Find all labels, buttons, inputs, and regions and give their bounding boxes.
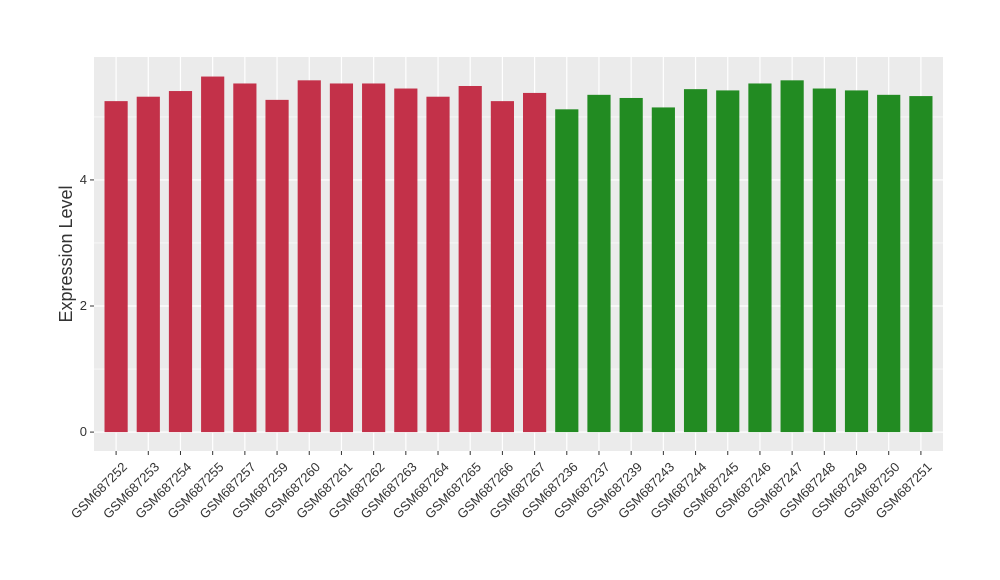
bar-GSM687254 <box>168 91 193 433</box>
bar-GSM687257 <box>233 83 257 433</box>
bar-GSM687236 <box>555 109 579 433</box>
y-axis-label: Expression Level <box>56 185 76 322</box>
bar-GSM687243 <box>651 107 675 433</box>
bar-GSM687255 <box>201 76 225 433</box>
bar-GSM687244 <box>683 89 708 433</box>
y-tick-label: 0 <box>80 424 87 439</box>
bar-GSM687262 <box>362 83 386 433</box>
bar-GSM687263 <box>394 88 418 433</box>
bars <box>104 76 933 433</box>
bar-GSM687260 <box>297 80 321 433</box>
bar-GSM687246 <box>748 83 772 433</box>
bar-GSM687250 <box>877 94 901 433</box>
bar-GSM687251 <box>909 96 933 433</box>
bar-GSM687247 <box>780 80 804 433</box>
bar-GSM687265 <box>458 85 482 433</box>
bar-GSM687237 <box>587 94 611 433</box>
y-tick-label: 2 <box>80 298 87 313</box>
bar-GSM687266 <box>490 101 514 433</box>
bar-GSM687249 <box>844 90 869 433</box>
y-axis: 0 2 4 <box>80 172 94 439</box>
bar-GSM687261 <box>329 83 354 433</box>
x-axis: GSM687252GSM687253GSM687254GSM687255GSM6… <box>68 451 935 522</box>
bar-GSM687253 <box>136 96 160 433</box>
bar-GSM687248 <box>812 88 836 433</box>
bar-GSM687252 <box>104 101 128 433</box>
y-tick-label: 4 <box>80 172 87 187</box>
bar-GSM687239 <box>619 97 643 433</box>
bar-GSM687259 <box>265 99 289 433</box>
bar-GSM687267 <box>523 92 547 433</box>
bar-GSM687245 <box>716 90 740 433</box>
bar-GSM687264 <box>426 96 450 433</box>
